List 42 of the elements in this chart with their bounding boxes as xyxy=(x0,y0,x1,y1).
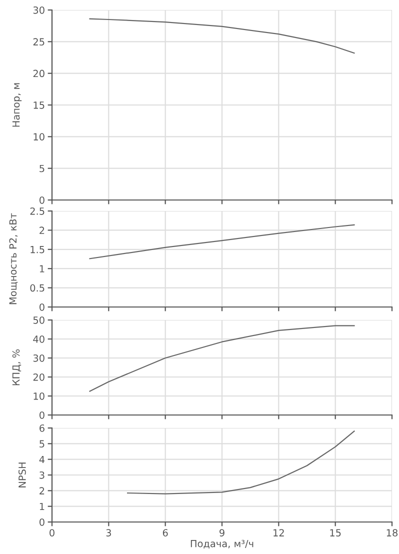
y-tick-label: 1 xyxy=(40,265,44,272)
y-tick-label: 4 xyxy=(39,456,45,464)
x-tick-label: 9 xyxy=(220,529,224,536)
line-series xyxy=(89,325,355,392)
y-tick-label: 0 xyxy=(40,303,44,311)
y-tick-label: 1 xyxy=(40,502,44,510)
x-tick-label: 15 xyxy=(330,529,341,536)
y-tick-label: 0 xyxy=(40,411,44,419)
y-tick-label: 2 xyxy=(40,487,44,494)
y-tick-label: 0.5 xyxy=(30,284,44,292)
y-tick-label: 25 xyxy=(33,38,44,46)
y-tick-label: 20 xyxy=(33,70,44,78)
y-axis-title: КПД, % xyxy=(12,349,22,386)
y-tick-label: 20 xyxy=(33,373,44,381)
line-series xyxy=(89,18,355,54)
y-tick-label: 5 xyxy=(40,164,44,172)
y-tick-label: 0 xyxy=(40,518,44,526)
y-tick-label: 15 xyxy=(34,102,44,109)
line-series xyxy=(127,430,355,494)
y-tick-label: 6 xyxy=(40,424,44,432)
y-tick-label: 30 xyxy=(33,6,44,14)
y-axis-title: Мощность P2, кВт xyxy=(9,213,18,304)
x-tick-label: 0 xyxy=(50,529,54,536)
y-tick-label: 1.5 xyxy=(30,246,44,254)
y-tick-label: 3 xyxy=(40,471,44,479)
y-tick-label: 2 xyxy=(40,226,44,234)
y-tick-label: 0 xyxy=(40,196,44,204)
x-axis-title: Подача, м³/ч xyxy=(190,540,254,548)
y-tick-label: 10 xyxy=(34,133,44,140)
y-tick-label: 10 xyxy=(34,392,44,400)
y-axis-title: NPSH xyxy=(18,462,26,488)
line-series xyxy=(89,224,355,260)
y-tick-label: 5 xyxy=(40,440,44,448)
y-tick-label: 2.5 xyxy=(30,207,44,215)
y-axis-title: Напор, м xyxy=(12,83,22,127)
y-tick-label: 50 xyxy=(33,316,44,324)
x-tick-label: 18 xyxy=(386,529,398,536)
x-tick-label: 6 xyxy=(162,529,168,536)
y-tick-label: 30 xyxy=(33,354,44,362)
x-tick-label: 12 xyxy=(274,529,284,536)
x-tick-label: 3 xyxy=(106,529,111,536)
y-tick-label: 40 xyxy=(33,335,44,343)
